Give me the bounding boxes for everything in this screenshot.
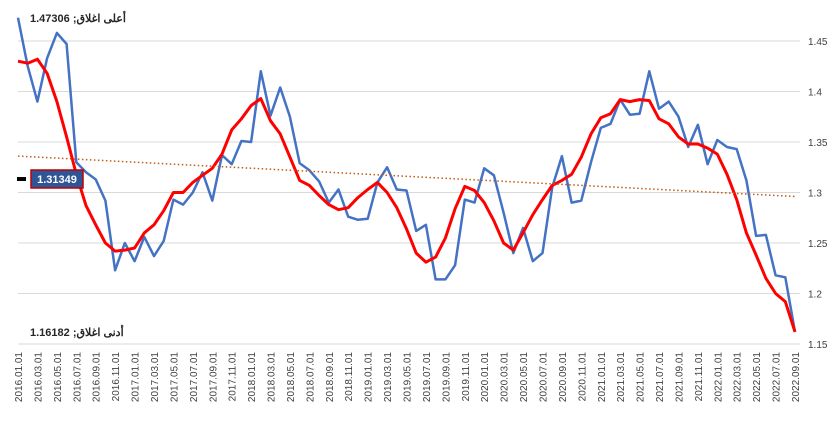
- x-tick-label: 2016.03.01: [33, 352, 44, 402]
- x-tick-label: 2021.05.01: [636, 352, 647, 402]
- x-tick-label: 2016.01.01: [14, 352, 25, 402]
- x-tick-label: 2017.03.01: [150, 352, 161, 402]
- x-tick-label: 2019.09.01: [441, 352, 452, 402]
- x-tick-label: 2018.07.01: [305, 352, 316, 402]
- x-tick-label: 2020.05.01: [519, 352, 530, 402]
- x-tick-label: 2017.11.01: [228, 352, 239, 402]
- x-tick-label: 2016.11.01: [111, 352, 122, 402]
- x-tick-label: 2020.01.01: [480, 352, 491, 402]
- y-tick-label: 1.15: [808, 340, 828, 351]
- current-value-badge: [30, 169, 84, 189]
- x-tick-label: 2018.03.01: [267, 352, 278, 402]
- y-tick-label: 1.35: [808, 138, 828, 149]
- x-tick-label: 2021.09.01: [674, 352, 685, 402]
- y-tick-label: 1.3: [808, 189, 822, 200]
- trendline: [17, 155, 796, 198]
- y-axis-ticks: 1.15 1.2 1.25 1.3 1.35 1.4 1.45: [808, 37, 828, 351]
- current-value-dash: [17, 177, 26, 181]
- x-tick-label: 2017.05.01: [169, 352, 180, 402]
- x-tick-label: 2021.01.01: [597, 352, 608, 402]
- x-tick-label: 2019.11.01: [461, 352, 472, 402]
- x-tick-label: 2018.05.01: [286, 352, 297, 402]
- y-tick-label: 1.25: [808, 239, 828, 250]
- x-tick-label: 2022.01.01: [713, 352, 724, 402]
- x-tick-label: 2017.01.01: [131, 352, 142, 402]
- current-value-text: 1.31349: [37, 174, 77, 186]
- x-tick-label: 2020.11.01: [577, 352, 588, 402]
- series-lines: [16, 17, 797, 333]
- x-tick-label: 2019.01.01: [364, 352, 375, 402]
- y-tick-label: 1.2: [808, 290, 822, 301]
- x-tick-label: 2019.05.01: [403, 352, 414, 402]
- x-tick-label: 2022.05.01: [752, 352, 763, 402]
- close-price-line: [16, 17, 797, 333]
- current-value-marker: 1.31349: [17, 169, 84, 189]
- x-tick-label: 2016.05.01: [53, 352, 64, 402]
- x-tick-label: 2020.07.01: [538, 352, 549, 402]
- max-close-label: أعلى اغلاق; 1.47306: [30, 11, 126, 25]
- x-tick-label: 2021.03.01: [616, 352, 627, 402]
- grid-lines: [18, 40, 800, 345]
- x-tick-label: 2022.07.01: [772, 352, 783, 402]
- moving-average-line: [17, 57, 797, 333]
- x-tick-label: 2017.09.01: [208, 352, 219, 402]
- x-tick-label: 2020.03.01: [500, 352, 511, 402]
- x-tick-label: 2019.07.01: [422, 352, 433, 402]
- y-tick-label: 1.45: [808, 37, 828, 48]
- x-tick-label: 2016.07.01: [72, 352, 83, 402]
- x-tick-label: 2022.09.01: [791, 352, 802, 402]
- min-close-label: أدنى اغلاق; 1.16182: [30, 325, 124, 339]
- x-tick-label: 2020.09.01: [558, 352, 569, 402]
- x-tick-label: 2018.01.01: [247, 352, 258, 402]
- x-tick-label: 2021.07.01: [655, 352, 666, 402]
- x-tick-label: 2018.11.01: [344, 352, 355, 402]
- x-tick-label: 2016.09.01: [92, 352, 103, 402]
- x-tick-label: 2021.11.01: [694, 352, 705, 402]
- y-tick-label: 1.4: [808, 88, 822, 99]
- x-tick-label: 2017.07.01: [189, 352, 200, 402]
- x-tick-label: 2022.03.01: [733, 352, 744, 402]
- x-tick-label: 2019.03.01: [383, 352, 394, 402]
- x-axis-ticks: 2016.01.01 2016.03.01 2016.05.01 2016.07.01…: [14, 352, 802, 402]
- x-tick-label: 2018.09.01: [325, 352, 336, 402]
